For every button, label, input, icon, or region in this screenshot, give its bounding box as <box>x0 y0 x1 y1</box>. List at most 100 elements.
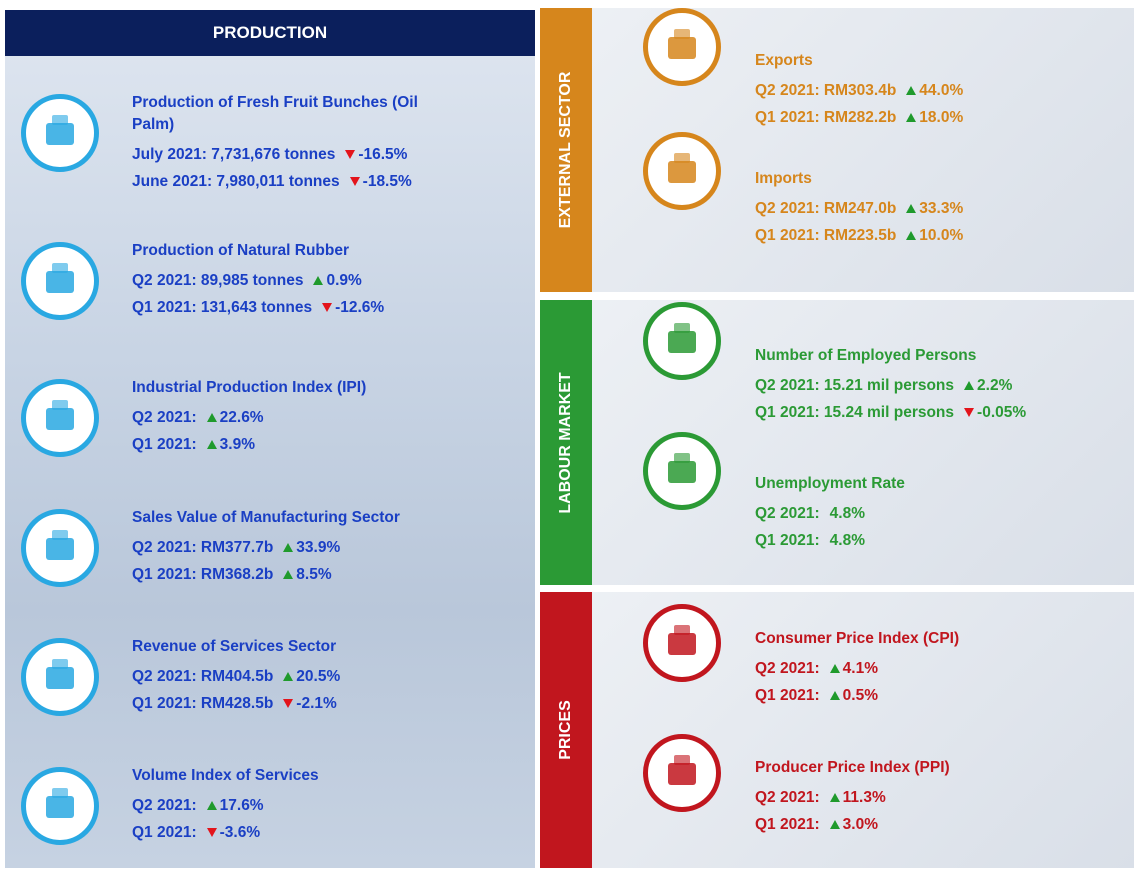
data-row: Q2 2021: RM303.4b 44.0% <box>755 77 963 104</box>
section-title: EXTERNAL SECTOR <box>557 72 575 229</box>
change-value: 3.9% <box>220 436 255 453</box>
icon-graphic <box>648 13 716 81</box>
change-value: 22.6% <box>220 409 264 426</box>
row-label: Q2 2021: RM377.7b <box>132 534 273 561</box>
item-title: Producer Price Index (PPI) <box>755 757 950 779</box>
section-bar: LABOUR MARKET <box>540 300 592 585</box>
change-value: 33.9% <box>296 539 340 556</box>
icon <box>643 302 721 380</box>
icon-graphic <box>26 514 94 582</box>
change-value: 8.5% <box>296 566 331 583</box>
change-value: 4.8% <box>830 505 865 522</box>
row-label: Q1 2021: <box>132 431 197 458</box>
row-change: 3.0% <box>830 811 878 838</box>
icon-graphic <box>648 137 716 205</box>
icon <box>643 8 721 86</box>
trend-arrow <box>830 793 840 802</box>
row-change: 10.0% <box>906 222 963 249</box>
row-change: 3.9% <box>207 431 255 458</box>
row-label: Q1 2021: RM428.5b <box>132 690 273 717</box>
icon <box>643 734 721 812</box>
item-title: Consumer Price Index (CPI) <box>755 628 959 650</box>
item-text: Producer Price Index (PPI)Q2 2021:11.3%Q… <box>755 757 950 838</box>
icon <box>21 638 99 716</box>
item-title: Unemployment Rate <box>755 473 905 495</box>
trend-arrow <box>313 276 323 285</box>
row-change: -16.5% <box>345 141 407 168</box>
change-value: -18.5% <box>363 173 412 190</box>
change-value: -3.6% <box>220 824 261 841</box>
change-value: 10.0% <box>919 227 963 244</box>
data-row: Q2 2021: RM377.7b 33.9% <box>132 534 400 561</box>
icon-graphic <box>648 609 716 677</box>
item-title: Volume Index of Services <box>132 765 319 787</box>
icon-graphic <box>648 307 716 375</box>
icon <box>643 604 721 682</box>
row-label: Q2 2021: <box>755 655 820 682</box>
section-bar: EXTERNAL SECTOR <box>540 8 592 292</box>
trend-arrow <box>350 177 360 186</box>
row-change: 4.8% <box>830 500 865 527</box>
change-value: -2.1% <box>296 695 337 712</box>
trend-arrow <box>345 150 355 159</box>
icon-graphic <box>26 99 94 167</box>
icon-graphic <box>26 643 94 711</box>
icon <box>643 432 721 510</box>
row-change: -2.1% <box>283 690 337 717</box>
data-row: July 2021: 7,731,676 tonnes -16.5% <box>132 141 462 168</box>
row-change: 8.5% <box>283 561 331 588</box>
change-value: 4.8% <box>830 532 865 549</box>
trend-arrow <box>830 664 840 673</box>
change-value: 44.0% <box>919 82 963 99</box>
icon-graphic <box>648 437 716 505</box>
icon-graphic <box>26 772 94 840</box>
change-value: -16.5% <box>358 146 407 163</box>
trend-arrow <box>207 828 217 837</box>
row-label: Q2 2021: RM303.4b <box>755 77 896 104</box>
trend-arrow <box>207 801 217 810</box>
row-label: Q2 2021: <box>132 404 197 431</box>
item-text: Consumer Price Index (CPI)Q2 2021:4.1%Q1… <box>755 628 959 709</box>
data-row: Q1 2021: 15.24 mil persons-0.05% <box>755 399 1026 426</box>
row-label: July 2021: 7,731,676 tonnes <box>132 141 335 168</box>
row-label: Q2 2021: 15.21 mil persons <box>755 372 954 399</box>
item-title: Production of Natural Rubber <box>132 240 384 262</box>
row-label: Q2 2021: <box>755 784 820 811</box>
trend-arrow <box>906 86 916 95</box>
icon-graphic <box>26 384 94 452</box>
trend-arrow <box>283 543 293 552</box>
data-row: Q2 2021:17.6% <box>132 792 319 819</box>
data-row: June 2021: 7,980,011 tonnes-18.5% <box>132 168 462 195</box>
section: PRICES Consumer Price Index (CPI) Q2 2021:… <box>540 592 1134 868</box>
change-value: 2.2% <box>977 377 1012 394</box>
data-row: Q1 2021: 131,643 tonnes-12.6% <box>132 294 384 321</box>
change-value: 18.0% <box>919 109 963 126</box>
change-value: 20.5% <box>296 668 340 685</box>
trend-arrow <box>906 231 916 240</box>
row-change: 0.9% <box>313 267 361 294</box>
row-change: 22.6% <box>207 404 264 431</box>
data-row: Q1 2021:3.0% <box>755 811 950 838</box>
trend-arrow <box>964 408 974 417</box>
row-change: -18.5% <box>350 168 412 195</box>
change-value: 11.3% <box>843 789 886 806</box>
row-label: Q1 2021: RM368.2b <box>132 561 273 588</box>
row-label: Q2 2021: <box>755 500 820 527</box>
row-change: -3.6% <box>207 819 261 846</box>
change-value: 33.3% <box>919 200 963 217</box>
data-row: Q2 2021: 11.3% <box>755 784 950 811</box>
row-change: 0.5% <box>830 682 878 709</box>
icon-graphic <box>648 739 716 807</box>
trend-arrow <box>283 672 293 681</box>
section-title: PRICES <box>557 700 575 760</box>
data-row: Q2 2021: 4.8% <box>755 500 905 527</box>
item-title: Production of Fresh Fruit Bunches (Oil P… <box>132 92 462 136</box>
item-title: Number of Employed Persons <box>755 345 1026 367</box>
item-title: Sales Value of Manufacturing Sector <box>132 507 400 529</box>
